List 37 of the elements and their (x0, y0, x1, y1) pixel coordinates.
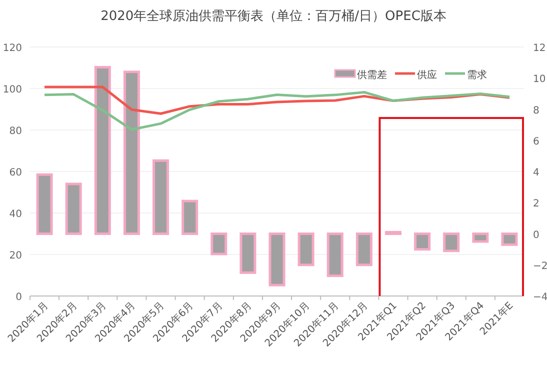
y2-tick-label: 2 (533, 198, 540, 210)
y2-tick-label: 0 (533, 230, 540, 241)
bar (240, 232, 256, 274)
bar (414, 232, 431, 251)
y-tick-label: 0 (16, 292, 22, 303)
y2-tick-label: −4 (533, 292, 547, 303)
y-tick-label: 40 (9, 209, 22, 220)
y-tick-label: 120 (2, 43, 22, 54)
bar (443, 232, 460, 252)
bar (210, 232, 228, 256)
y-tick-label: 60 (9, 168, 22, 178)
y2-tick-label: 4 (533, 168, 540, 178)
bar (298, 232, 314, 266)
y-tick-label: 20 (9, 250, 22, 262)
bar (182, 200, 198, 235)
bar (472, 232, 489, 243)
y-tick-label: 100 (2, 84, 22, 96)
legend-label: 供应 (417, 69, 437, 81)
bar (36, 173, 53, 235)
y2-tick-label: −2 (533, 260, 547, 272)
y2-tick-label: 12 (533, 43, 546, 54)
bar (65, 182, 82, 235)
y2-tick-label: 8 (533, 105, 540, 116)
bar (268, 232, 286, 286)
bar (501, 232, 518, 246)
y2-tick-label: 10 (533, 74, 546, 86)
legend-label: 供需差 (357, 69, 387, 81)
bar (356, 232, 372, 266)
line-series (43, 90, 511, 131)
chart-title: 2020年全球原油供需平衡表（单位：百万桶/日）OPEC版本 (100, 9, 446, 24)
bar (123, 70, 140, 235)
y-tick-label: 80 (9, 126, 22, 137)
legend-label: 需求 (467, 69, 487, 81)
y2-tick-label: 6 (533, 136, 540, 148)
bar (94, 66, 111, 235)
bar (326, 232, 344, 278)
bar (152, 159, 170, 235)
